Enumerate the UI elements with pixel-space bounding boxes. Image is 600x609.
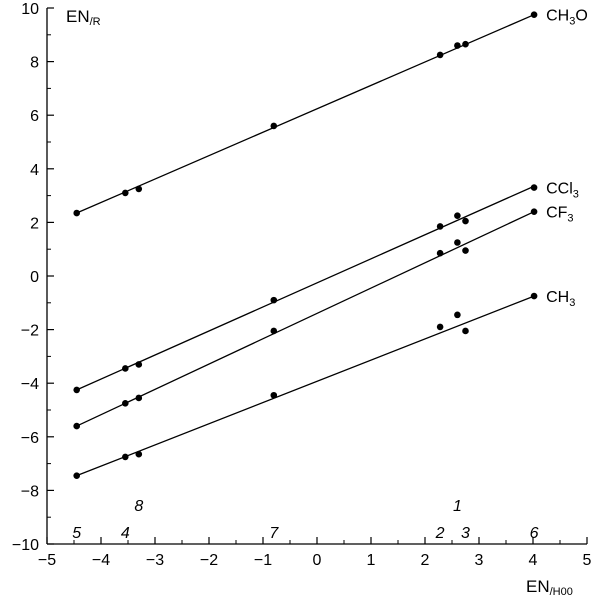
x-tick-label: −3 [146, 552, 164, 569]
y-tick-label: −8 [21, 483, 39, 500]
x-axis-title-main: EN [526, 577, 550, 596]
point-label: 5 [72, 525, 81, 542]
series-label-sub: 3 [569, 16, 575, 28]
series-label-main: CCl [546, 181, 573, 198]
point-label: 7 [269, 525, 279, 542]
axes [46, 8, 587, 545]
data-point [135, 450, 143, 458]
x-tick-label: 0 [313, 552, 322, 569]
data-point [135, 185, 143, 193]
data-point [530, 292, 538, 300]
series-label-main: CH [546, 289, 569, 306]
x-tick-label: 3 [475, 552, 484, 569]
y-tick-label: −6 [21, 430, 39, 447]
y-tick-label: 4 [30, 162, 39, 179]
x-axis-title: EN/H00 [526, 577, 573, 598]
series-label-main: CH [546, 8, 569, 25]
data-point [462, 217, 469, 225]
data-point [122, 365, 129, 372]
y-axis-title-sub: /R [90, 16, 101, 28]
y-tick-label: −10 [12, 537, 39, 554]
data-point [436, 249, 444, 257]
series-label-sub: 3 [569, 297, 575, 309]
x-tick-label: 5 [583, 552, 592, 569]
data-point [436, 51, 444, 59]
data-point [462, 247, 469, 254]
data-point [73, 422, 80, 430]
y-ticks: −10 −8 −6 −4 −2 0 2 4 6 8 10 [12, 1, 54, 554]
data-point [270, 296, 278, 304]
series-label-sub: 3 [567, 213, 573, 225]
data-point [436, 323, 444, 331]
y-tick-label: 8 [30, 55, 39, 72]
point-label: 4 [121, 525, 130, 542]
series-label: CCl3 [546, 181, 579, 201]
data-point [73, 386, 80, 394]
fit-line [76, 211, 535, 427]
data-point [462, 327, 469, 335]
data-point [530, 11, 538, 18]
data-point [436, 223, 444, 230]
y-tick-label: 6 [30, 108, 39, 125]
y-axis-title: EN/R [66, 7, 101, 28]
data-point [122, 189, 129, 197]
x-axis-title-sub: /H00 [550, 586, 573, 598]
point-label: 2 [435, 525, 445, 542]
x-tick-label: 1 [367, 552, 376, 569]
y-tick-label: −4 [21, 376, 39, 393]
series-label: CH3 [546, 289, 575, 309]
data-point [73, 472, 80, 479]
fit-line [76, 185, 535, 391]
data-points [73, 11, 538, 479]
x-tick-label: 2 [421, 552, 430, 569]
data-point [530, 184, 538, 191]
data-point [135, 361, 143, 368]
x-ticks: −5 −4 −3 −2 −1 0 1 2 3 4 5 [38, 537, 592, 569]
data-point [454, 42, 461, 49]
data-point [270, 122, 278, 130]
x-tick-label: −1 [254, 552, 272, 569]
x-tick-label: 4 [529, 552, 538, 569]
data-point [454, 311, 461, 319]
series-label: CH3O [546, 8, 588, 28]
point-label: 8 [134, 498, 143, 515]
data-point [454, 239, 461, 246]
x-tick-label: −2 [200, 552, 218, 569]
x-tick-label: −5 [38, 552, 56, 569]
point-labels: 5 48 7 21 3 6 [72, 498, 538, 542]
data-point [73, 209, 80, 217]
data-point [135, 394, 143, 402]
data-point [530, 208, 538, 215]
y-tick-label: 10 [21, 1, 39, 18]
point-label: 3 [461, 525, 470, 542]
series-label: CF3 [546, 205, 573, 225]
y-axis-title-main: EN [66, 7, 90, 26]
series-label-main: CF [546, 205, 568, 222]
data-point [270, 327, 278, 335]
point-label: 1 [453, 498, 462, 515]
series-label-tail: O [575, 8, 587, 25]
x-tick-label: −4 [92, 552, 110, 569]
fit-line [76, 295, 535, 477]
data-point [454, 212, 461, 219]
data-point [122, 453, 129, 461]
y-tick-label: 2 [30, 215, 39, 232]
data-point [462, 40, 469, 48]
y-tick-label: −2 [21, 323, 39, 340]
series-label-sub: 3 [573, 189, 579, 201]
y-tick-label: 0 [30, 269, 39, 286]
fit-lines [76, 14, 535, 477]
point-label: 6 [530, 525, 539, 542]
data-point [270, 391, 278, 399]
data-point [122, 400, 129, 407]
